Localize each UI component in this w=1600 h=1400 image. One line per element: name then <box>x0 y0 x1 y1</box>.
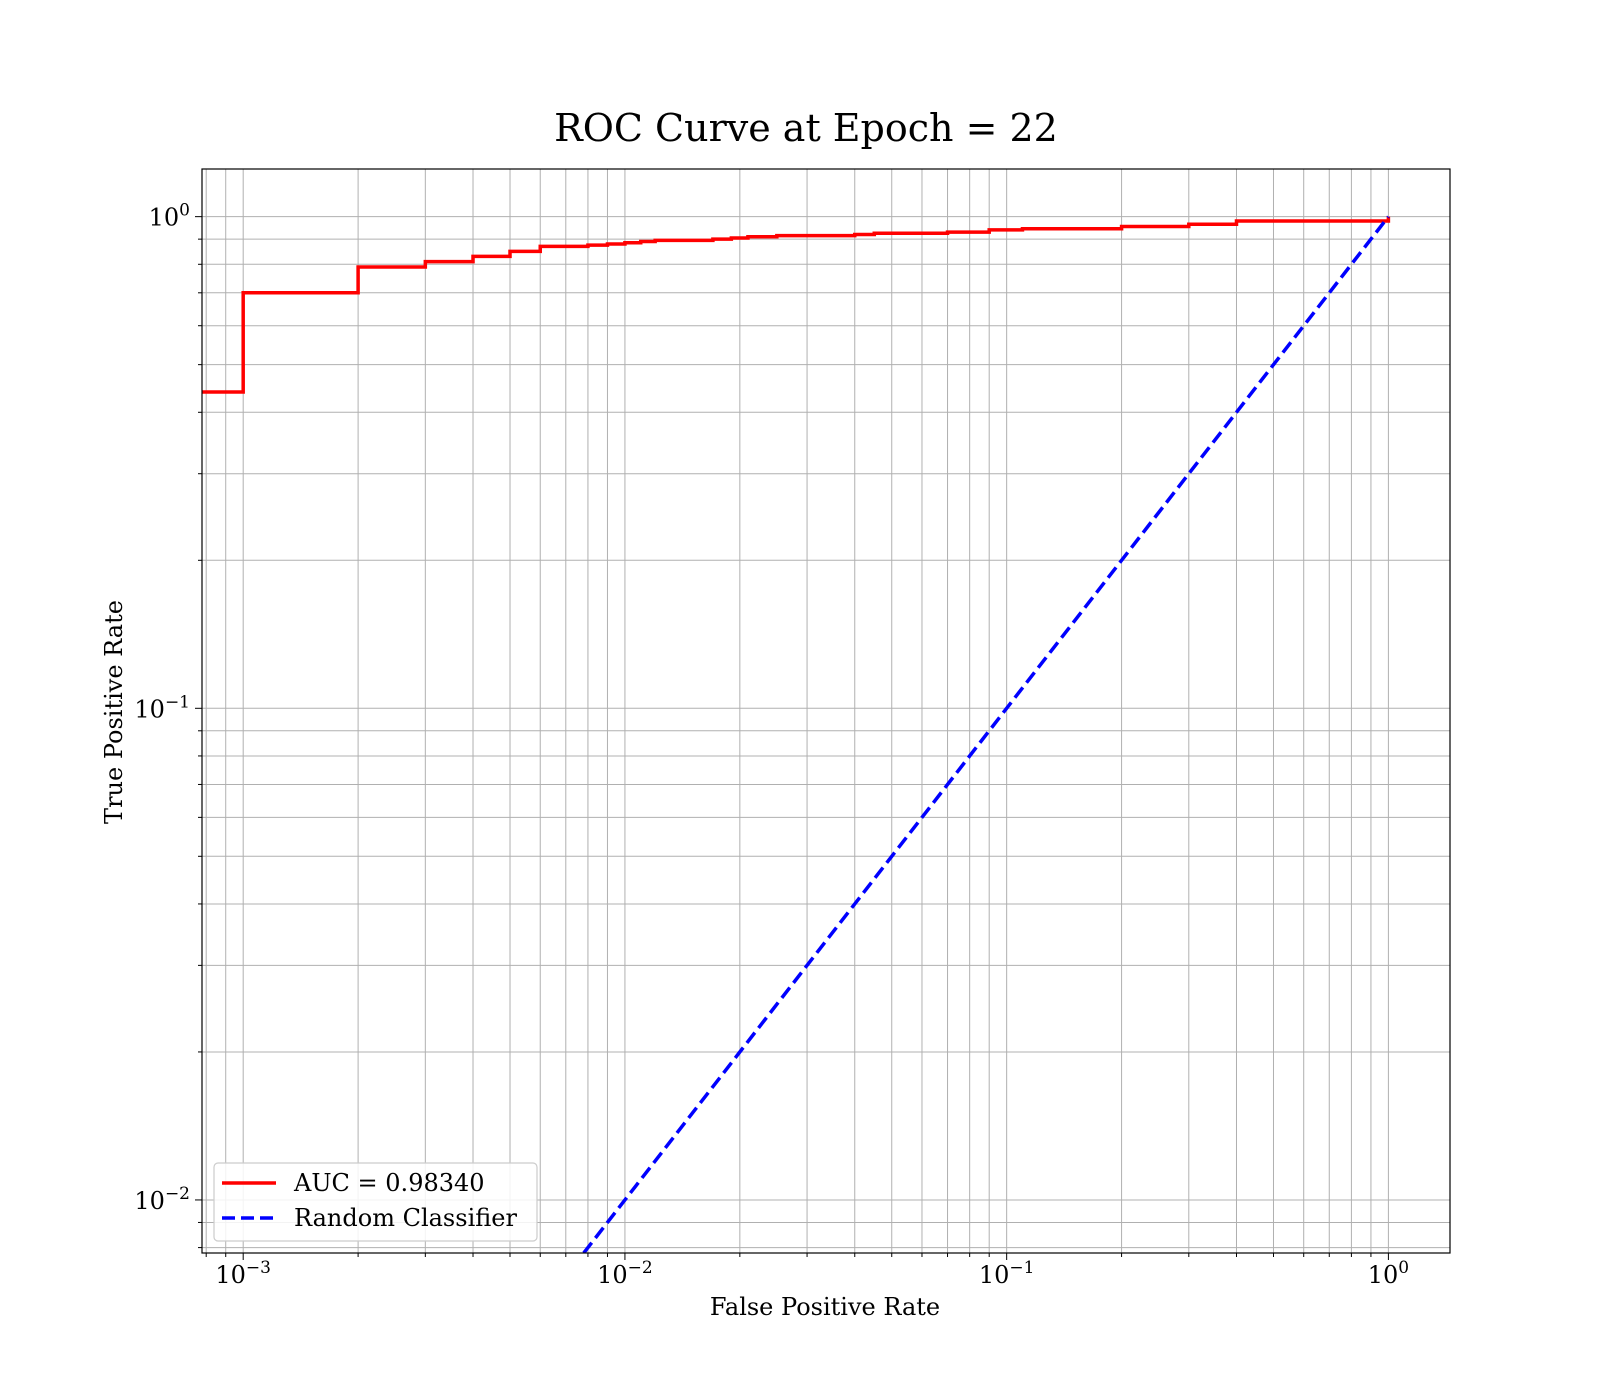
y-axis-label: True Positive Rate <box>100 600 128 824</box>
y-tick-label: 10−2 <box>134 1184 190 1215</box>
x-tick-label: 10−1 <box>979 1258 1035 1289</box>
random-classifier-line <box>582 215 1390 1253</box>
ticks: 10−3 10−2 10−1 100 10−2 10−1 100 <box>134 201 1409 1289</box>
series-layer <box>202 215 1391 1253</box>
plot-frame <box>201 168 1451 1254</box>
y-tick-label: 10−1 <box>134 692 190 723</box>
legend: AUC = 0.98340 Random Classifier <box>213 1162 538 1242</box>
chart-title: ROC Curve at Epoch = 22 <box>554 106 1058 150</box>
x-tick-label: 10−2 <box>597 1258 653 1289</box>
legend-label-auc: AUC = 0.98340 <box>293 1169 485 1197</box>
x-axis-label: False Positive Rate <box>710 1293 940 1321</box>
grid <box>202 169 1450 1253</box>
legend-label-random: Random Classifier <box>294 1204 517 1232</box>
x-tick-label: 100 <box>1368 1258 1409 1289</box>
legend-box <box>213 1162 538 1242</box>
y-tick-label: 100 <box>149 201 190 232</box>
x-tick-label: 10−3 <box>215 1258 271 1289</box>
roc-curve-line <box>202 216 1391 394</box>
